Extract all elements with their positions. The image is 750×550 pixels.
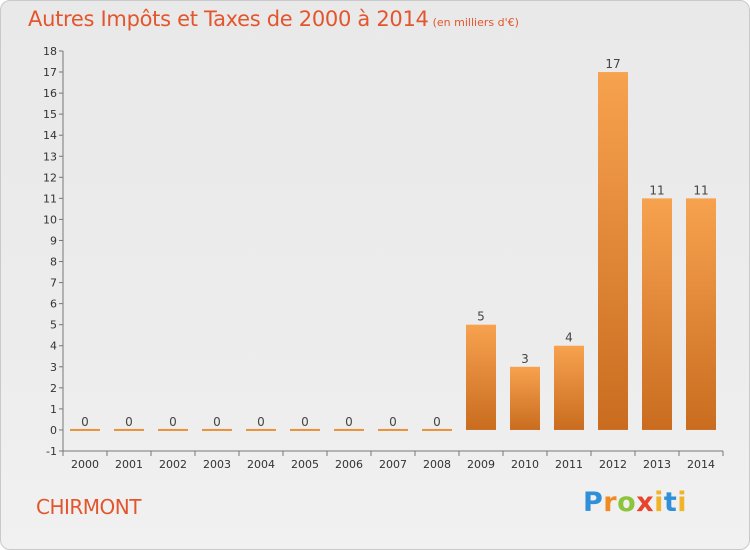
value-label: 0 [169, 415, 177, 429]
bar [642, 198, 672, 430]
bar [290, 428, 320, 431]
bar [422, 428, 452, 431]
x-tick-label: 2004 [247, 458, 275, 471]
bar [114, 428, 144, 431]
bar [466, 324, 496, 430]
x-tick-label: 2006 [335, 458, 363, 471]
bar [510, 366, 540, 430]
y-tick-label: 8 [50, 256, 57, 269]
bar [202, 428, 232, 431]
logo-letter: i [654, 487, 664, 518]
y-tick-label: 3 [50, 361, 57, 374]
value-label: 11 [693, 183, 708, 197]
chart-title-text: Autres Impôts et Taxes de 2000 à 2014 [28, 7, 429, 31]
y-tick-label: 14 [43, 129, 57, 142]
y-tick-label: -1 [46, 445, 57, 458]
value-label: 0 [389, 415, 397, 429]
value-labels: 0 0 0 0 0 0 0 0 0 5 3 4 17 11 11 [81, 57, 708, 429]
proxiti-logo: Proxiti [583, 487, 687, 518]
value-label: 0 [81, 415, 89, 429]
y-tick-label: 10 [43, 213, 57, 226]
x-tick-label: 2003 [203, 458, 231, 471]
value-label: 0 [125, 415, 133, 429]
chart-title: Autres Impôts et Taxes de 2000 à 2014 (en… [28, 7, 519, 31]
logo-letter: t [663, 487, 678, 518]
value-label: 0 [257, 415, 265, 429]
x-tick-label: 2008 [423, 458, 451, 471]
y-tick-label: 4 [50, 340, 57, 353]
logo-letter: x [636, 487, 655, 518]
x-tick-label: 2013 [643, 458, 671, 471]
chart-subtitle: (en milliers d'€) [432, 16, 519, 29]
value-label: 0 [345, 415, 353, 429]
y-tick-label: 5 [50, 319, 57, 332]
x-tick-label: 2009 [467, 458, 495, 471]
value-label: 0 [301, 415, 309, 429]
y-tick-label: 18 [43, 45, 57, 58]
value-label: 3 [521, 352, 529, 366]
value-label: 11 [649, 183, 664, 197]
value-label: 0 [213, 415, 221, 429]
y-tick-label: 6 [50, 298, 57, 311]
logo-letter: o [617, 487, 637, 518]
y-tick-label: 16 [43, 87, 57, 100]
bar [158, 428, 188, 431]
x-tick-label: 2001 [115, 458, 143, 471]
y-tick-label: 9 [50, 234, 57, 247]
y-tick-label: 13 [43, 150, 57, 163]
logo-letter: r [603, 487, 618, 518]
x-tick-label: 2012 [599, 458, 627, 471]
value-label: 4 [565, 331, 573, 345]
y-tick-label: 17 [43, 66, 57, 79]
y-tick-label: 1 [50, 403, 57, 416]
value-label: 0 [433, 415, 441, 429]
logo-letter: P [583, 487, 604, 518]
value-label: 17 [605, 57, 620, 71]
x-tick-label: 2007 [379, 458, 407, 471]
value-label: 5 [477, 310, 485, 324]
y-tick-label: 12 [43, 171, 57, 184]
bar [334, 428, 364, 431]
x-tick-label: 2000 [71, 458, 99, 471]
bars [70, 72, 716, 431]
y-tick-label: 15 [43, 108, 57, 121]
bar [378, 428, 408, 431]
x-tick-label: 2005 [291, 458, 319, 471]
y-tick-label: 2 [50, 382, 57, 395]
x-tick-label: 2002 [159, 458, 187, 471]
y-tick-label: 7 [50, 277, 57, 290]
bar [246, 428, 276, 431]
bar [554, 345, 584, 430]
town-name: CHIRMONT [36, 495, 141, 519]
bar [686, 198, 716, 430]
x-tick-label: 2010 [511, 458, 539, 471]
y-tick-label: 0 [50, 424, 57, 437]
x-tick-label: 2011 [555, 458, 583, 471]
logo-letter: i [677, 487, 688, 518]
y-tick-label: 11 [43, 192, 57, 205]
bar [598, 72, 628, 430]
bar [70, 428, 100, 431]
x-tick-label: 2014 [687, 458, 715, 471]
